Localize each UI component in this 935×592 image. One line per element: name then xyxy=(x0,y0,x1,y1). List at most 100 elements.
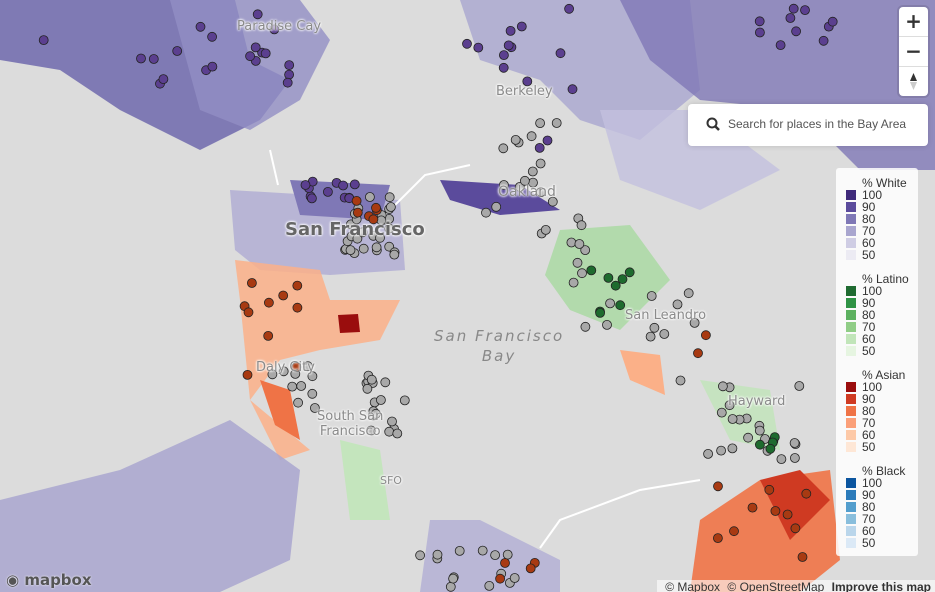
map-marker xyxy=(645,331,656,342)
map-marker xyxy=(586,265,597,276)
map-marker xyxy=(309,403,320,413)
map-marker xyxy=(358,243,369,254)
map-marker xyxy=(595,307,605,318)
place-label: Berkeley xyxy=(496,84,553,99)
map-marker xyxy=(576,220,587,231)
markers xyxy=(38,3,838,592)
map-marker xyxy=(727,443,738,454)
zoom-out-button[interactable]: − xyxy=(899,37,928,67)
map-marker xyxy=(351,195,362,206)
map-marker xyxy=(477,545,488,556)
legend-value: 70 xyxy=(862,416,876,430)
legend-swatch xyxy=(846,322,856,332)
map-marker xyxy=(567,84,578,95)
legend-swatch xyxy=(846,406,856,416)
compass-button[interactable] xyxy=(899,67,928,96)
map-marker xyxy=(580,245,591,256)
legend-title: % Black xyxy=(862,464,906,478)
map-marker xyxy=(243,307,254,318)
legend-value: 80 xyxy=(862,500,876,514)
map-marker xyxy=(536,187,546,198)
map-marker xyxy=(716,407,727,418)
map-marker xyxy=(672,299,683,310)
legend-value: 80 xyxy=(862,404,876,418)
map-marker xyxy=(366,425,377,436)
map-marker xyxy=(615,300,626,311)
map-marker xyxy=(322,186,333,197)
map-marker xyxy=(526,131,537,142)
place-label: SFO xyxy=(380,474,402,487)
legend-swatch xyxy=(846,346,856,356)
map-marker xyxy=(791,26,801,37)
zoom-in-button[interactable]: + xyxy=(899,7,928,37)
mapbox-logo[interactable]: ◉ mapbox xyxy=(6,571,92,589)
map-marker xyxy=(505,25,516,36)
map-marker xyxy=(307,371,318,382)
map-marker xyxy=(38,35,49,45)
roads xyxy=(269,149,701,549)
map-marker xyxy=(693,348,703,359)
map-marker xyxy=(555,48,566,59)
map-marker xyxy=(454,546,465,556)
map-marker xyxy=(415,550,426,561)
place-label: Oakland xyxy=(498,184,556,200)
legend-swatch xyxy=(846,286,856,296)
map-marker xyxy=(701,330,711,341)
map-marker xyxy=(495,573,506,584)
legend-swatch xyxy=(846,202,856,212)
map-marker xyxy=(713,533,723,543)
label-line: San Francisco xyxy=(434,327,565,345)
map-marker xyxy=(364,192,375,202)
map-marker xyxy=(432,549,443,560)
legend-swatch xyxy=(846,382,856,392)
map-marker xyxy=(765,443,776,454)
legend-value: 100 xyxy=(862,380,883,394)
map-marker xyxy=(287,381,298,392)
attribution-link[interactable]: Improve this map xyxy=(831,580,931,592)
map-marker xyxy=(713,481,723,492)
legend-swatch xyxy=(846,310,856,320)
attribution-link[interactable]: © OpenStreetMap xyxy=(727,580,825,592)
legend-value: 70 xyxy=(862,224,876,238)
legend-title: % White xyxy=(862,176,907,190)
legend-value: 60 xyxy=(862,524,876,538)
map-marker xyxy=(498,143,509,154)
map-marker xyxy=(675,375,686,386)
search-icon xyxy=(706,117,720,131)
attribution-link[interactable]: © Mapbox xyxy=(665,580,721,592)
map-marker xyxy=(370,408,381,419)
map-marker xyxy=(498,62,509,73)
legend-swatch xyxy=(846,334,856,344)
map-marker xyxy=(345,245,356,256)
map-marker xyxy=(572,257,583,268)
water-label: San Francisco Bay xyxy=(434,326,564,366)
map-marker xyxy=(534,142,545,153)
map-marker xyxy=(797,552,808,562)
map-marker xyxy=(352,233,363,244)
map-marker xyxy=(307,388,318,399)
legend-swatch xyxy=(846,226,856,236)
map-marker xyxy=(551,118,562,128)
map-marker xyxy=(445,581,456,592)
map-marker xyxy=(540,224,551,235)
map-marker xyxy=(535,158,546,169)
map-marker xyxy=(574,239,585,249)
map-marker xyxy=(747,502,758,513)
map-marker xyxy=(755,439,765,450)
label-line: South San xyxy=(317,409,384,424)
legend-swatch xyxy=(846,478,856,488)
map-marker xyxy=(603,272,614,283)
search-box[interactable]: Search for places in the Bay Area xyxy=(688,104,928,146)
place-label: San Leandro xyxy=(625,308,707,323)
map-marker xyxy=(399,395,410,406)
map-marker xyxy=(605,298,615,309)
map-marker xyxy=(284,60,295,70)
map-marker xyxy=(245,51,256,62)
map-marker xyxy=(392,428,403,439)
legend-swatch xyxy=(846,394,856,404)
map-marker xyxy=(790,453,800,463)
map-marker xyxy=(566,237,577,248)
map-marker xyxy=(473,42,484,53)
map-marker xyxy=(136,53,146,64)
